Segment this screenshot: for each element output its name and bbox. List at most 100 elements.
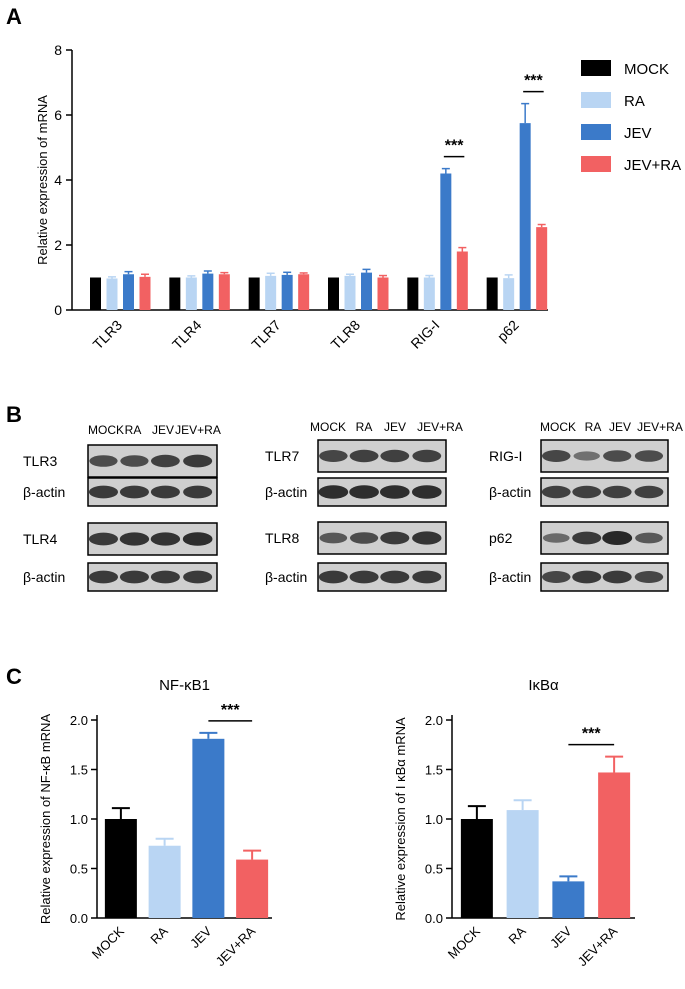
chart-c1-bar: [148, 845, 181, 918]
chart-a-y-tick-label: 8: [54, 42, 62, 58]
chart-a-bar: [456, 251, 468, 310]
chart-a: 0 2 4 6 8 Relative expression of mRNA TLR3 TLR4…: [35, 42, 548, 352]
blot-lane-label: MOCK: [88, 423, 124, 437]
chart-a-y-tick-label: 6: [54, 107, 62, 123]
chart-a-bar: [218, 274, 230, 310]
chart-a-x-tick-label: TLR4: [169, 317, 205, 353]
blot-row-label: β-actin: [265, 484, 307, 500]
blot-row-label: β-actin: [23, 484, 65, 500]
chart-a-bar: [281, 274, 293, 310]
chart-a-bar: [407, 277, 419, 310]
western-blots: MOCK RA JEV JEV+RATLR3β-actinTLR4β-actinMOC…: [23, 420, 683, 592]
chart-a-bar: [440, 173, 452, 310]
chart-a-bar: [503, 278, 515, 310]
chart-a-bar: [90, 277, 101, 310]
blot-lane-label: JEV+RA: [417, 420, 463, 434]
blot-band: [183, 570, 213, 584]
legend-swatch: [581, 156, 611, 172]
blot-band: [573, 451, 600, 461]
chart-c2-y-tick-label: 0.0: [425, 911, 443, 926]
blot-band: [151, 454, 180, 468]
chart-c1-x-tick-label: JEV+RA: [213, 923, 259, 969]
chart-a-x-tick-label: p62: [494, 317, 522, 345]
blot-band: [183, 454, 213, 468]
chart-c2-bar: [598, 772, 631, 918]
blot-lane-label: JEV: [384, 420, 406, 434]
blot-band: [150, 570, 180, 584]
blot-band: [380, 570, 410, 584]
chart-c1-y-tick-label: 1.0: [70, 812, 88, 827]
chart-a-bar: [248, 277, 260, 310]
blot-band: [88, 485, 119, 499]
chart-a-y-tick-label: 0: [54, 302, 62, 318]
chart-a-x-tick-label: TLR8: [328, 317, 364, 353]
blot-band: [119, 485, 149, 499]
chart-c1-bar: [104, 819, 137, 918]
blot-band: [603, 450, 632, 462]
chart-c1-x-tick-label: MOCK: [89, 923, 127, 961]
chart-c2-y-tick-label: 0.5: [425, 862, 443, 877]
chart-a-bar: [139, 276, 151, 310]
blot-lane-label: RA: [125, 423, 142, 437]
chart-c2-y-label: Relative expression of I κBα mRNA: [393, 717, 408, 921]
chart-c2-y-tick-label: 1.0: [425, 812, 443, 827]
chart-a-bar: [344, 275, 356, 310]
blot-band: [119, 570, 149, 584]
chart-a-legend: MOCK RA JEV JEV+RA: [581, 60, 681, 174]
blot-band: [572, 570, 602, 584]
chart-a-bar: [185, 277, 197, 310]
chart-c1-y-label: Relative expression of NF-κB mRNA: [38, 714, 53, 925]
chart-c2-sig-label: ***: [582, 726, 601, 743]
blot-band: [349, 532, 379, 544]
legend-label: RA: [624, 93, 645, 110]
blot-band: [634, 485, 664, 499]
blot-band: [182, 532, 213, 546]
chart-c1-bar: [236, 859, 269, 918]
chart-c1-y-tick-label: 0.5: [70, 862, 88, 877]
blot-lane-label: JEV: [152, 423, 174, 437]
blot-band: [634, 571, 664, 583]
chart-c-nfkb1: NF-κB1 0.0 0.5 1.0 1.5 2.0 Relative expression…: [38, 677, 272, 969]
chart-c2-x-tick-label: MOCK: [445, 923, 483, 961]
chart-a-y-tick-label: 2: [54, 237, 62, 253]
chart-c2-x-tick-label: JEV+RA: [575, 923, 621, 969]
blot-band: [602, 485, 632, 499]
blot-band: [412, 531, 442, 545]
blot-band: [572, 485, 602, 499]
blot-lane-label: MOCK: [540, 420, 576, 434]
chart-c2-bar: [552, 881, 585, 918]
blot-band: [150, 485, 180, 499]
chart-a-bar: [423, 277, 435, 310]
chart-c1-title: NF-κB1: [159, 677, 210, 694]
chart-a-bar: [361, 272, 372, 310]
chart-a-x-tick-label: TLR3: [90, 317, 126, 353]
chart-a-bar: [265, 275, 277, 310]
blot-band: [349, 570, 379, 584]
blot-row-label: β-actin: [23, 569, 65, 585]
blot-band: [89, 455, 118, 467]
blot-band: [602, 570, 632, 584]
legend-swatch: [581, 92, 611, 108]
chart-a-sig-label: ***: [524, 73, 543, 90]
blot-band: [602, 531, 633, 545]
blot-band: [318, 485, 349, 499]
legend-label: JEV+RA: [624, 157, 681, 174]
blot-band: [349, 485, 379, 499]
blot-band: [541, 571, 571, 583]
blot-band: [380, 449, 410, 463]
blot-lane-label: MOCK: [310, 420, 346, 434]
blot-band: [88, 570, 119, 584]
chart-a-bar: [519, 123, 531, 310]
blot-band: [412, 570, 442, 584]
chart-a-y-label: Relative expression of mRNA: [35, 95, 50, 265]
chart-a-x-tick-label: TLR7: [248, 317, 284, 353]
legend-label: JEV: [624, 125, 652, 142]
blot-band: [150, 532, 181, 546]
chart-c2-y-tick-label: 1.5: [425, 763, 443, 778]
blot-row-label: TLR8: [265, 530, 299, 546]
legend-swatch: [581, 124, 611, 140]
chart-c2-bar: [460, 819, 493, 918]
chart-a-bar: [536, 227, 548, 310]
blot-row-label: β-actin: [489, 484, 531, 500]
